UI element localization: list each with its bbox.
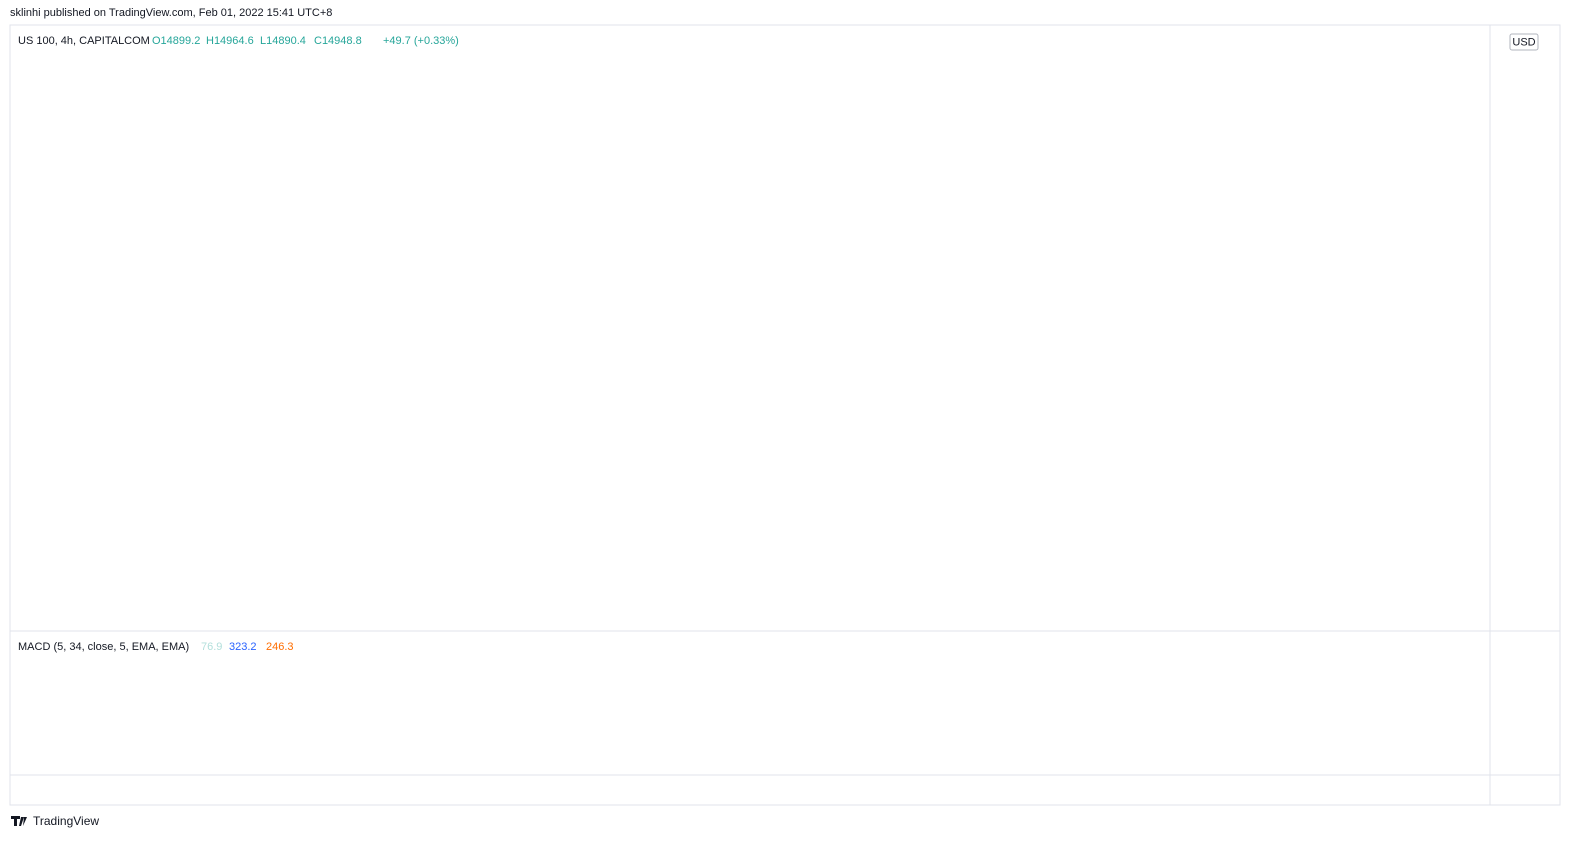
ohlc-low: L14890.4 xyxy=(260,35,306,47)
ohlc-change: +49.7 (+0.33%) xyxy=(383,35,459,47)
macd-title: MACD (5, 34, close, 5, EMA, EMA) xyxy=(18,641,189,653)
ohlc-open: O14899.2 xyxy=(152,35,200,47)
tv-logo xyxy=(11,816,27,826)
symbol: US 100, 4h, CAPITALCOM xyxy=(18,35,150,47)
macd-signal-value: 246.3 xyxy=(266,641,294,653)
ohlc-close: C14948.8 xyxy=(314,35,362,47)
footer-brand: TradingView xyxy=(33,814,99,828)
macd-line-value: 323.2 xyxy=(229,641,257,653)
macd-hist-value: 76.9 xyxy=(201,641,222,653)
frame xyxy=(9,24,1561,806)
ohlc-high: H14964.6 xyxy=(206,35,254,47)
currency-box[interactable] xyxy=(1509,33,1539,51)
publish-header: sklinhi published on TradingView.com, Fe… xyxy=(10,7,332,19)
currency[interactable]: USD xyxy=(1512,36,1535,48)
